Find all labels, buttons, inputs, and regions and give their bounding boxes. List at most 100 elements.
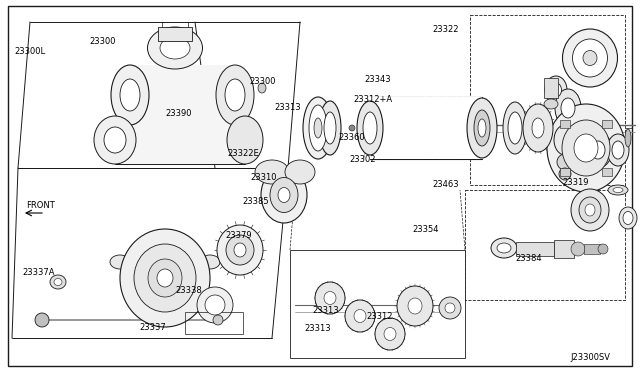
Text: 23300: 23300 xyxy=(250,77,276,86)
Ellipse shape xyxy=(557,154,573,170)
Ellipse shape xyxy=(258,83,266,93)
Text: 23337: 23337 xyxy=(140,323,166,332)
Ellipse shape xyxy=(261,167,307,223)
Ellipse shape xyxy=(120,229,210,327)
Ellipse shape xyxy=(561,98,575,118)
Ellipse shape xyxy=(197,287,233,323)
Ellipse shape xyxy=(439,297,461,319)
Text: 23354: 23354 xyxy=(412,225,438,234)
Ellipse shape xyxy=(544,99,558,109)
Ellipse shape xyxy=(467,98,497,158)
Ellipse shape xyxy=(278,187,290,202)
Text: 23385: 23385 xyxy=(242,197,269,206)
Ellipse shape xyxy=(497,243,511,253)
Ellipse shape xyxy=(503,102,527,154)
Text: 23384: 23384 xyxy=(515,254,542,263)
Text: 23379: 23379 xyxy=(225,231,252,240)
Ellipse shape xyxy=(303,97,333,159)
Circle shape xyxy=(349,125,355,131)
Text: 23322E: 23322E xyxy=(227,149,259,158)
Ellipse shape xyxy=(607,134,629,166)
Ellipse shape xyxy=(357,101,383,155)
Text: 23338: 23338 xyxy=(175,286,202,295)
Ellipse shape xyxy=(148,259,182,297)
Ellipse shape xyxy=(562,120,610,176)
Text: 23322: 23322 xyxy=(433,25,459,33)
Ellipse shape xyxy=(324,292,336,305)
Bar xyxy=(544,78,558,98)
Ellipse shape xyxy=(225,79,245,111)
Ellipse shape xyxy=(345,300,375,332)
Ellipse shape xyxy=(547,104,625,192)
Ellipse shape xyxy=(94,116,136,164)
Ellipse shape xyxy=(157,269,173,287)
Text: 23319: 23319 xyxy=(562,178,588,187)
Ellipse shape xyxy=(571,189,609,231)
Ellipse shape xyxy=(134,244,196,312)
Ellipse shape xyxy=(375,318,405,350)
Bar xyxy=(560,168,570,176)
Ellipse shape xyxy=(217,225,263,275)
Bar xyxy=(158,27,192,41)
Ellipse shape xyxy=(574,134,598,162)
Text: 23313: 23313 xyxy=(274,103,301,112)
Text: 23337A: 23337A xyxy=(22,268,55,277)
Bar xyxy=(554,240,574,258)
Ellipse shape xyxy=(559,168,571,180)
Text: 23313: 23313 xyxy=(312,306,339,315)
Circle shape xyxy=(598,244,608,254)
Text: 23360: 23360 xyxy=(338,133,365,142)
Ellipse shape xyxy=(104,127,126,153)
Ellipse shape xyxy=(226,235,254,265)
Ellipse shape xyxy=(354,310,366,323)
Ellipse shape xyxy=(478,119,486,137)
Ellipse shape xyxy=(408,298,422,314)
Ellipse shape xyxy=(579,197,601,223)
Bar xyxy=(584,244,600,254)
Bar xyxy=(602,168,612,176)
Ellipse shape xyxy=(619,207,637,229)
Text: 23463: 23463 xyxy=(433,180,460,189)
Ellipse shape xyxy=(255,160,289,184)
Ellipse shape xyxy=(200,255,220,269)
Ellipse shape xyxy=(147,27,202,69)
Ellipse shape xyxy=(384,327,396,340)
Ellipse shape xyxy=(234,243,246,257)
Ellipse shape xyxy=(508,112,522,144)
Bar xyxy=(185,312,243,334)
Text: 23343: 23343 xyxy=(365,76,392,84)
Ellipse shape xyxy=(120,79,140,111)
Circle shape xyxy=(571,242,585,256)
Ellipse shape xyxy=(309,105,327,151)
Ellipse shape xyxy=(474,110,490,146)
Ellipse shape xyxy=(314,118,322,138)
Circle shape xyxy=(213,315,223,325)
Ellipse shape xyxy=(160,37,190,59)
Text: 23312+A: 23312+A xyxy=(353,95,392,104)
Ellipse shape xyxy=(491,238,517,258)
Ellipse shape xyxy=(583,51,597,65)
Bar xyxy=(290,250,465,358)
Ellipse shape xyxy=(563,29,618,87)
Ellipse shape xyxy=(550,83,561,97)
Ellipse shape xyxy=(205,295,225,315)
Text: 23390: 23390 xyxy=(165,109,191,118)
Ellipse shape xyxy=(111,65,149,125)
Ellipse shape xyxy=(397,286,433,326)
Text: 23300: 23300 xyxy=(90,37,116,46)
Ellipse shape xyxy=(445,303,455,313)
Ellipse shape xyxy=(573,39,607,77)
Ellipse shape xyxy=(110,255,130,269)
Ellipse shape xyxy=(612,141,624,159)
Bar xyxy=(370,97,482,159)
Bar xyxy=(115,116,245,164)
Ellipse shape xyxy=(625,129,631,147)
Ellipse shape xyxy=(227,116,263,164)
Ellipse shape xyxy=(270,177,298,212)
Ellipse shape xyxy=(585,204,595,216)
Bar xyxy=(560,120,570,128)
Text: 23313: 23313 xyxy=(305,324,332,333)
Text: 23302: 23302 xyxy=(349,155,376,164)
Circle shape xyxy=(35,313,49,327)
Ellipse shape xyxy=(324,112,336,144)
